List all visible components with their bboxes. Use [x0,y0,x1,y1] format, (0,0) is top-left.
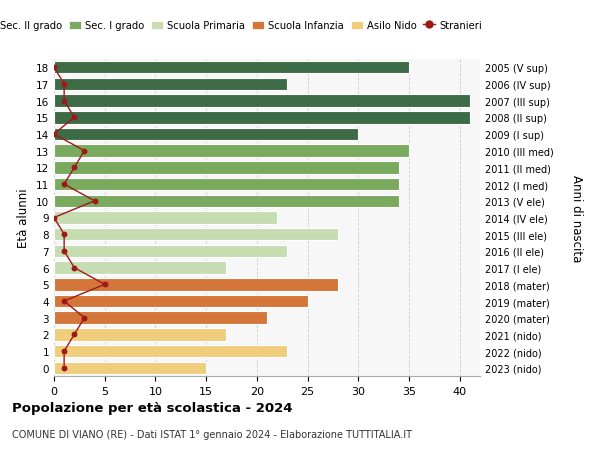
Bar [54,78,287,91]
Bar [54,295,308,308]
Bar [54,179,399,191]
Bar [54,329,226,341]
Point [59,348,69,355]
Point [59,298,69,305]
Point [59,81,69,88]
Bar [54,279,338,291]
Bar [54,162,399,174]
Y-axis label: Età alunni: Età alunni [17,188,31,248]
Bar [54,362,206,374]
Bar [54,145,409,157]
Bar [54,229,338,241]
Point [59,248,69,255]
Bar [54,262,226,274]
Bar [54,312,267,325]
Point [80,148,89,155]
Text: Popolazione per età scolastica - 2024: Popolazione per età scolastica - 2024 [12,402,293,414]
Point [70,331,79,338]
Bar [54,112,470,124]
Bar [54,95,470,107]
Bar [54,345,287,358]
Bar [54,245,287,257]
Point [49,214,59,222]
Text: COMUNE DI VIANO (RE) - Dati ISTAT 1° gennaio 2024 - Elaborazione TUTTITALIA.IT: COMUNE DI VIANO (RE) - Dati ISTAT 1° gen… [12,429,412,439]
Point [90,198,100,205]
Bar [54,129,358,141]
Point [59,364,69,372]
Bar [54,212,277,224]
Point [80,314,89,322]
Point [100,281,110,288]
Point [59,231,69,238]
Point [59,98,69,105]
Point [49,131,59,138]
Point [59,181,69,188]
Y-axis label: Anni di nascita: Anni di nascita [570,174,583,262]
Point [70,164,79,172]
Point [49,64,59,72]
Legend: Sec. II grado, Sec. I grado, Scuola Primaria, Scuola Infanzia, Asilo Nido, Stran: Sec. II grado, Sec. I grado, Scuola Prim… [0,17,486,35]
Bar [54,62,409,74]
Point [70,114,79,122]
Point [70,264,79,272]
Bar [54,195,399,207]
